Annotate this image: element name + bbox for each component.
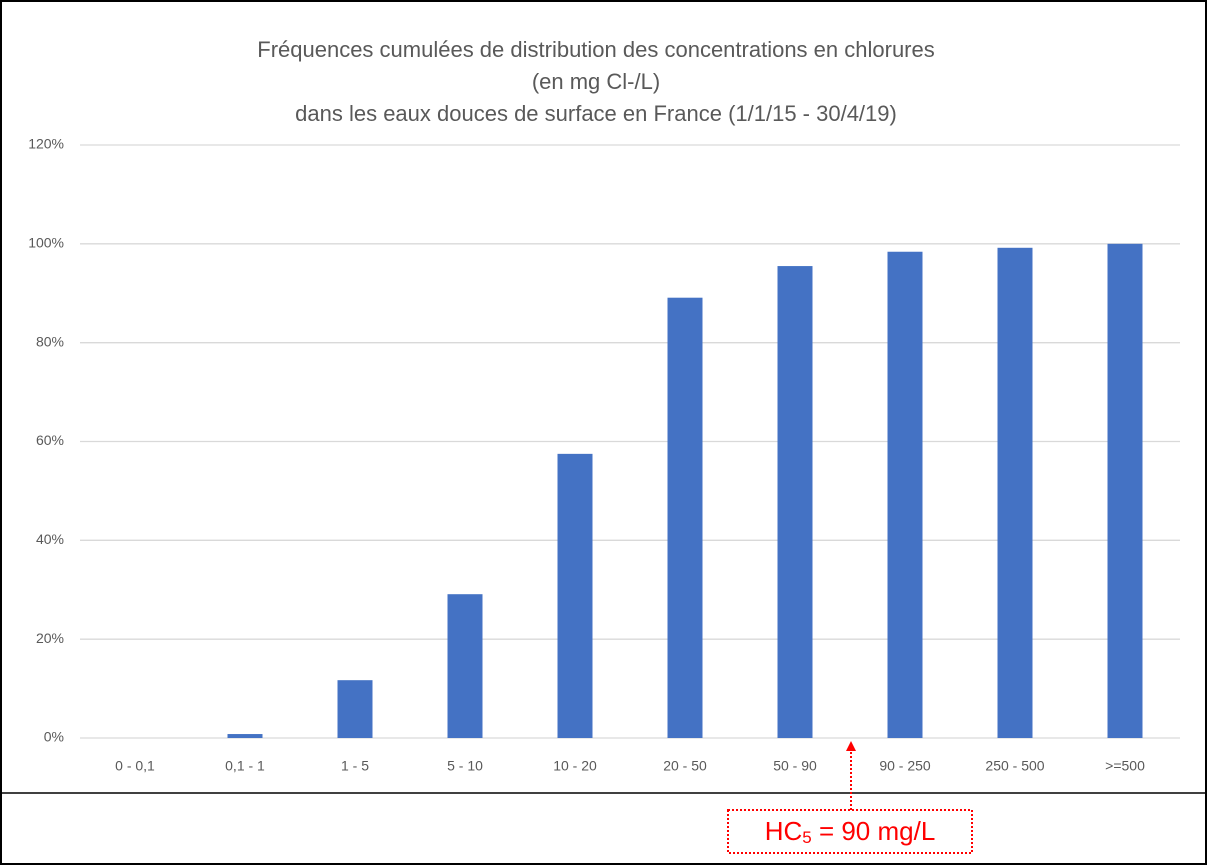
x-tick-label: 50 - 90 xyxy=(773,758,817,774)
x-tick-label: 0 - 0,1 xyxy=(115,758,155,774)
bar xyxy=(667,297,703,738)
y-tick-label: 20% xyxy=(36,630,64,646)
bar xyxy=(997,247,1033,738)
x-tick-label: 10 - 20 xyxy=(553,758,597,774)
bar xyxy=(337,680,373,738)
annotation-text: = 90 mg/L xyxy=(812,816,936,846)
x-tick-label: 90 - 250 xyxy=(879,758,931,774)
bar xyxy=(227,734,263,738)
annotation-subscript: 5 xyxy=(802,828,811,847)
annotation-arrowhead xyxy=(846,741,856,751)
y-tick-label: 40% xyxy=(36,531,64,547)
x-tick-label: 0,1 - 1 xyxy=(225,758,265,774)
x-tick-label: 250 - 500 xyxy=(985,758,1044,774)
chart-title: dans les eaux douces de surface en Franc… xyxy=(295,101,897,126)
annotation-box xyxy=(727,809,973,854)
bar xyxy=(777,266,813,738)
y-tick-label: 60% xyxy=(36,432,64,448)
x-tick-label: 20 - 50 xyxy=(663,758,707,774)
bar xyxy=(1107,243,1143,739)
x-tick-label: >=500 xyxy=(1105,758,1145,774)
y-tick-label: 100% xyxy=(28,235,64,251)
annotation: HC5 = 90 mg/L xyxy=(765,816,936,848)
y-tick-label: 120% xyxy=(28,136,64,152)
chart-title: Fréquences cumulées de distribution des … xyxy=(257,37,935,62)
annotation-text: HC xyxy=(765,816,803,846)
chart-title: (en mg Cl-/L) xyxy=(532,69,660,94)
bar xyxy=(557,453,593,738)
x-tick-label: 1 - 5 xyxy=(341,758,369,774)
bar xyxy=(447,594,483,738)
y-tick-label: 0% xyxy=(44,729,64,745)
y-tick-label: 80% xyxy=(36,333,64,349)
x-tick-label: 5 - 10 xyxy=(447,758,483,774)
bar xyxy=(887,251,923,739)
